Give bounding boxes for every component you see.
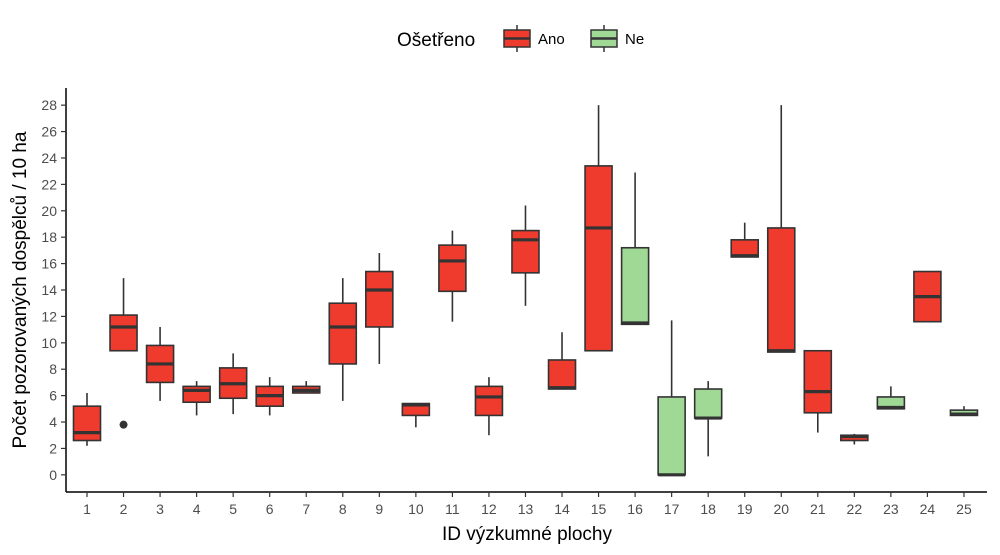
x-tick-label: 2 [120,501,128,517]
y-tick-label: 12 [41,308,57,324]
y-tick-label: 6 [49,388,57,404]
x-tick-label: 16 [627,501,643,517]
y-tick-label: 16 [41,256,57,272]
y-tick-label: 2 [49,440,57,456]
x-tick-label: 22 [847,501,863,517]
box-5 [218,353,248,415]
box-11 [438,230,467,322]
box-body [766,227,796,353]
box-6 [255,377,285,416]
box-16 [620,172,650,326]
x-tick-label: 17 [664,501,680,517]
box-body [620,246,650,326]
box-body [584,165,613,352]
box-body [474,385,504,417]
y-tick-label: 0 [49,467,57,483]
x-tick-label: 3 [156,501,164,517]
box-3 [145,326,175,401]
box-body [511,229,540,274]
box-12 [474,377,504,436]
x-tick-label: 8 [339,501,347,517]
box-24 [913,270,942,323]
x-tick-label: 4 [193,501,201,517]
box-8 [328,278,358,401]
box-body [657,396,686,476]
box-20 [766,105,796,353]
boxes [72,105,979,477]
x-tick-label: 18 [700,501,716,517]
box-body [803,349,833,414]
x-tick-label: 5 [229,501,237,517]
legend-item-Ano: Ano [503,25,565,52]
y-tick-label: 26 [41,124,57,140]
box-22 [840,433,869,445]
box-17 [657,320,686,477]
x-tick-label: 11 [445,501,460,517]
x-tick-label: 6 [266,501,274,517]
box-body [72,405,102,442]
y-tick-label: 24 [41,150,57,166]
x-tick-label: 21 [810,501,826,517]
x-tick-label: 20 [773,501,789,517]
box-4 [182,381,211,416]
box-1 [72,392,102,446]
box-18 [693,381,723,457]
box-10 [401,402,431,428]
x-tick-label: 9 [375,501,383,517]
box-body [109,314,138,352]
x-tick-label: 7 [302,501,310,517]
legend-label: Ne [625,31,644,48]
y-tick-label: 14 [41,282,57,298]
box-19 [730,222,760,258]
box-21 [803,349,833,433]
y-tick-label: 28 [41,97,57,113]
x-axis-title: ID výzkumné plochy [442,524,613,545]
box-23 [876,386,906,410]
x-axis-ticks: 1 2 3 4 5 6 7 8 9 10 11 12 13 14 15 16 17 18 19 20 21 22 23 24 2… [83,492,972,517]
box-9 [365,253,394,364]
y-tick-label: 20 [41,203,57,219]
legend-title: Ošetřeno [397,30,475,51]
box-2 [109,278,138,429]
box-15 [584,105,613,352]
box-body [693,388,723,419]
x-tick-label: 10 [408,501,424,517]
box-13 [511,205,540,306]
x-tick-label: 14 [554,501,570,517]
x-tick-label: 1 [83,501,91,517]
box-14 [547,332,577,390]
box-body [328,302,358,365]
y-tick-label: 18 [41,229,57,245]
x-tick-label: 15 [591,501,607,517]
y-axis-title: Počet pozorovaných dospělců / 10 ha [10,131,31,448]
x-tick-label: 12 [481,501,497,517]
legend-item-Ne: Ne [590,25,644,52]
box-25 [949,406,979,417]
x-tick-label: 25 [956,501,972,517]
outlier-point [119,420,128,429]
legend-label: Ano [538,31,565,48]
box-body [438,244,467,293]
x-tick-label: 24 [920,501,936,517]
legend: Ošetřeno Ano Ne [397,25,644,52]
box-7 [291,381,321,394]
x-tick-label: 19 [737,501,753,517]
x-tick-label: 13 [518,501,534,517]
y-tick-label: 4 [49,414,57,430]
y-tick-label: 22 [41,176,57,192]
box-body [547,359,577,390]
box-body [365,270,394,328]
y-tick-label: 10 [41,335,57,351]
x-tick-label: 23 [883,501,899,517]
y-tick-label: 8 [49,361,57,377]
